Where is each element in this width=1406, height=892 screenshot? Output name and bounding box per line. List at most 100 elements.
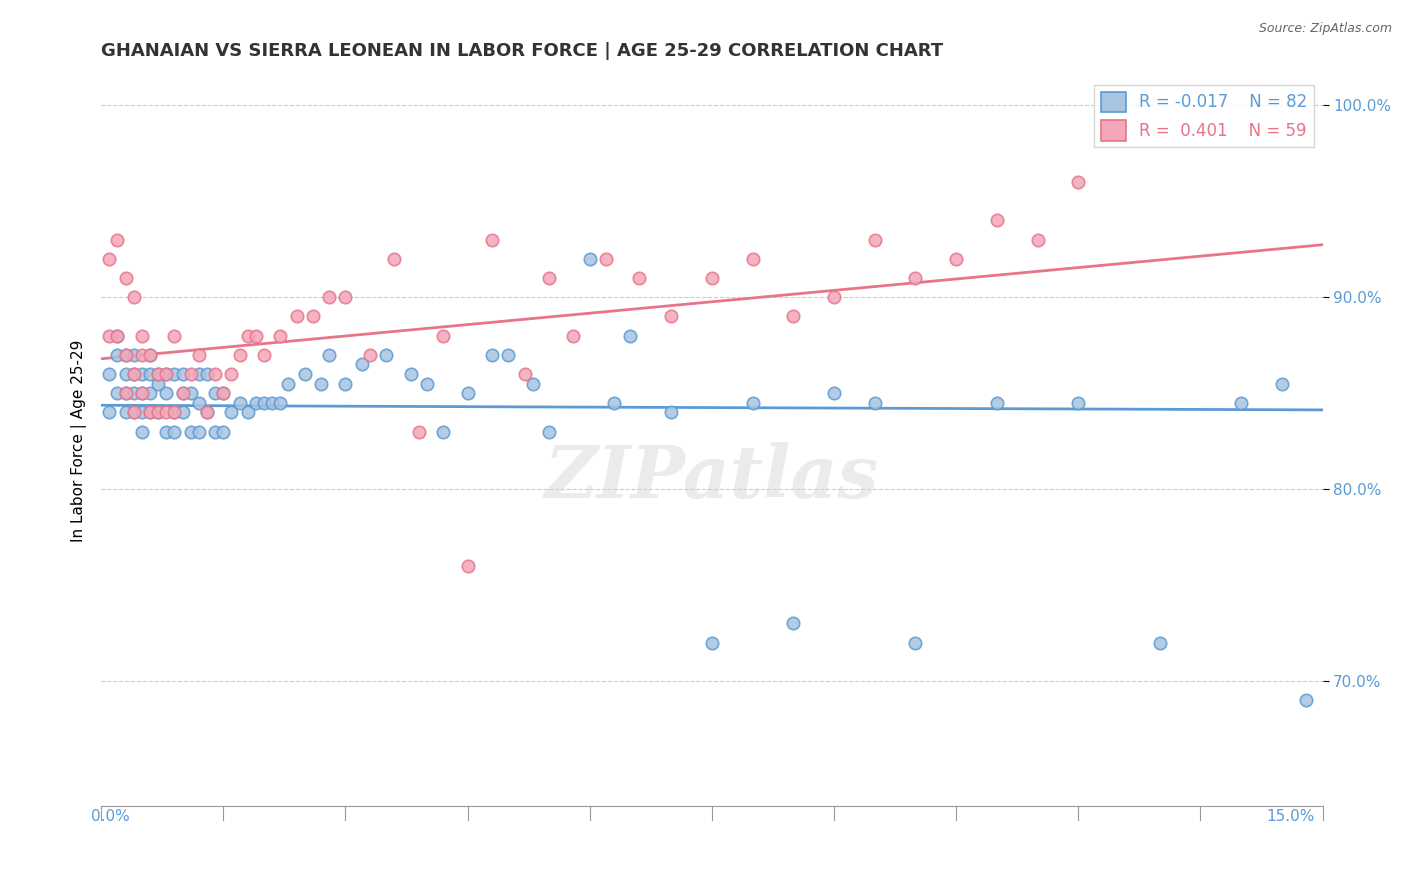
Point [122,367,145,381]
Text: 15.0%: 15.0% [1267,809,1315,823]
Point [212,386,235,401]
Point [146,367,169,381]
Point [98,405,121,419]
Point [187,367,209,381]
Point [212,425,235,439]
Point [172,386,194,401]
Text: ZIPatlas: ZIPatlas [544,442,879,513]
Point [221,367,243,381]
Point [1230,396,1253,410]
Point [195,367,218,381]
Point [578,252,600,266]
Point [122,348,145,362]
Point [131,328,153,343]
Point [659,405,682,419]
Point [131,367,153,381]
Point [294,367,316,381]
Point [1026,233,1049,247]
Point [269,328,291,343]
Point [457,386,479,401]
Point [122,405,145,419]
Point [457,558,479,573]
Point [245,396,267,410]
Point [269,396,291,410]
Point [204,367,226,381]
Point [863,233,886,247]
Point [131,425,153,439]
Point [537,271,560,285]
Point [212,386,235,401]
Point [155,367,177,381]
Point [98,252,121,266]
Point [309,376,332,391]
Point [107,386,129,401]
Point [562,328,585,343]
Point [163,405,186,419]
Point [432,328,454,343]
Point [318,348,340,362]
Point [107,348,129,362]
Point [180,367,202,381]
Point [131,405,153,419]
Point [172,405,194,419]
Point [350,357,373,371]
Y-axis label: In Labor Force | Age 25-29: In Labor Force | Age 25-29 [72,340,87,542]
Point [782,616,804,631]
Point [107,233,129,247]
Point [139,367,162,381]
Point [741,252,763,266]
Point [107,328,129,343]
Point [228,348,250,362]
Point [863,396,886,410]
Point [163,328,186,343]
Point [155,425,177,439]
Point [659,310,682,324]
Point [122,405,145,419]
Point [180,386,202,401]
Point [375,348,398,362]
Point [114,405,136,419]
Point [782,310,804,324]
Point [498,348,520,362]
Point [139,405,162,419]
Point [131,386,153,401]
Point [399,367,422,381]
Point [146,367,169,381]
Point [277,376,299,391]
Point [236,405,259,419]
Point [1067,175,1090,189]
Point [432,425,454,439]
Point [1067,396,1090,410]
Point [408,425,430,439]
Point [187,396,209,410]
Point [741,396,763,410]
Point [155,367,177,381]
Point [221,405,243,419]
Point [114,348,136,362]
Point [139,405,162,419]
Point [335,376,357,391]
Point [522,376,544,391]
Point [285,310,308,324]
Point [318,290,340,304]
Point [163,367,186,381]
Point [122,290,145,304]
Point [195,405,218,419]
Point [172,386,194,401]
Point [619,328,641,343]
Point [204,386,226,401]
Point [245,328,267,343]
Point [146,405,169,419]
Point [204,425,226,439]
Point [700,271,723,285]
Point [945,252,967,266]
Point [146,376,169,391]
Point [700,635,723,649]
Point [163,405,186,419]
Text: Source: ZipAtlas.com: Source: ZipAtlas.com [1258,22,1392,36]
Point [139,386,162,401]
Point [1271,376,1294,391]
Point [139,348,162,362]
Point [603,396,626,410]
Point [359,348,381,362]
